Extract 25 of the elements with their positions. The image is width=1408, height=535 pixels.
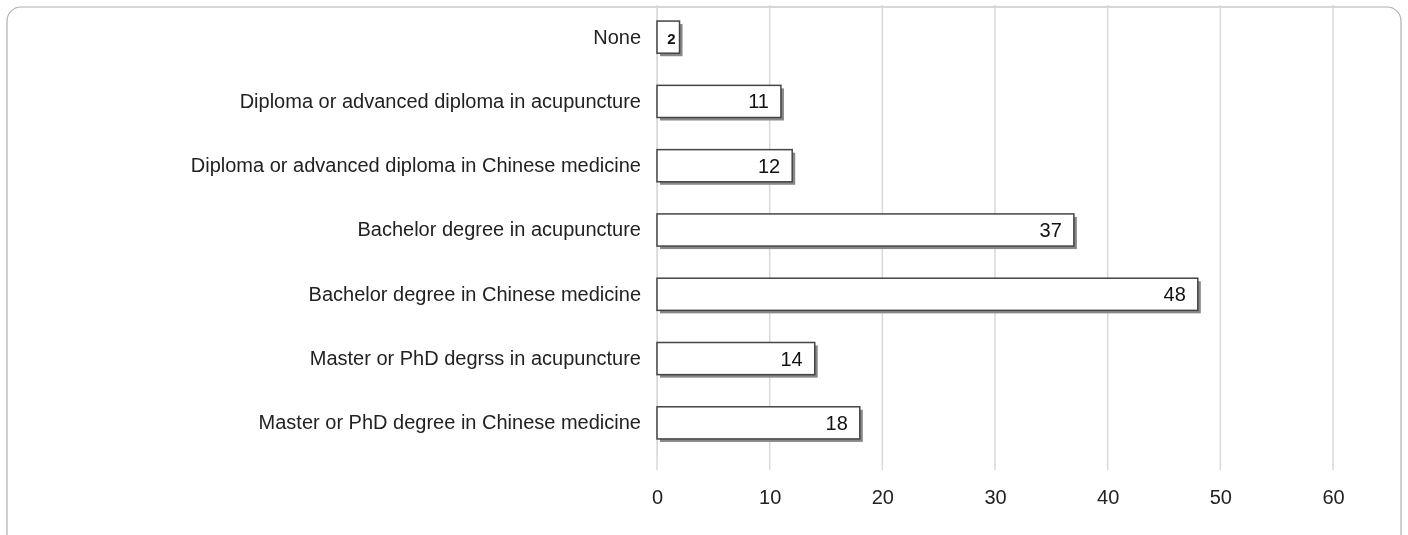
x-tick-label: 60: [1322, 486, 1345, 509]
x-tick-label: 20: [871, 486, 894, 509]
data-label: 48: [1163, 283, 1186, 306]
y-tick-label: Bachelor degree in Chinese medicine: [308, 282, 641, 305]
data-label: 12: [757, 154, 781, 177]
y-tick-label: Bachelor degree in acupuncture: [357, 218, 641, 241]
y-tick-label: Master or PhD degree in Chinese medicine: [258, 411, 641, 434]
x-tick-label: 30: [984, 486, 1007, 509]
y-tick-label: Diploma or advanced diploma in Chinese medicine: [190, 154, 641, 177]
data-label: 14: [780, 347, 803, 370]
bar: [656, 406, 861, 440]
x-tick-label: 40: [1097, 486, 1120, 509]
x-tick-label: 50: [1209, 486, 1232, 509]
data-label: 2: [667, 30, 676, 48]
data-label: 18: [825, 411, 848, 434]
x-tick-label: 10: [759, 486, 782, 509]
bar: [656, 341, 816, 376]
data-label: 37: [1039, 219, 1062, 241]
x-tick-label: 0: [651, 486, 664, 509]
y-tick-label: Master or PhD degrss in acupuncture: [309, 346, 641, 369]
y-tick-label: None: [593, 25, 641, 48]
bar: [656, 277, 1199, 312]
data-label: 11: [748, 90, 769, 113]
y-tick-label: Diploma or advanced diploma in acupuncture: [239, 89, 641, 112]
bar: [656, 84, 782, 119]
